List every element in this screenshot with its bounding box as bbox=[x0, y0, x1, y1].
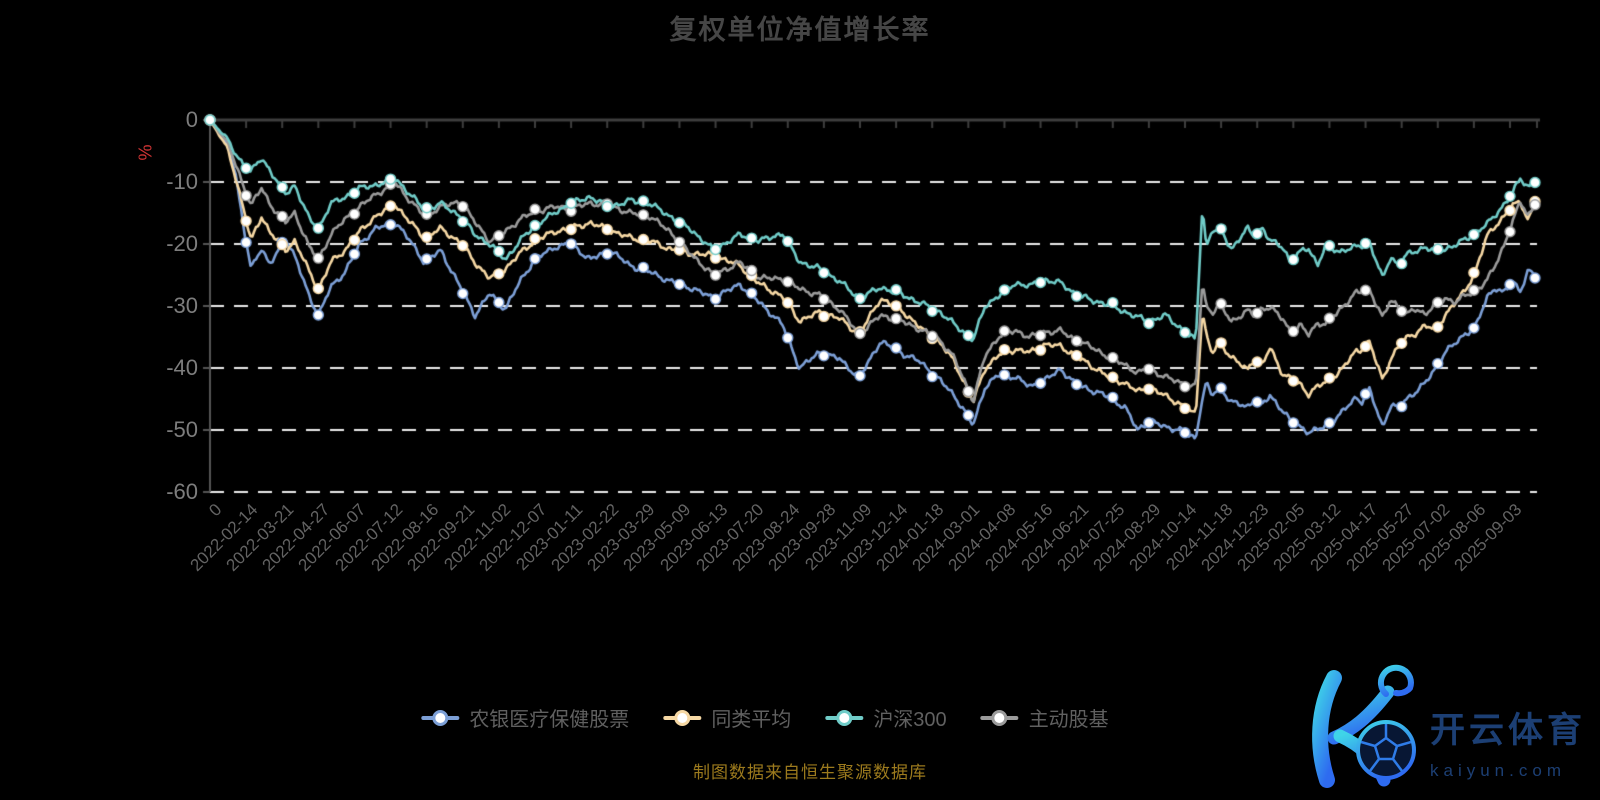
legend-item[interactable]: 沪深300 bbox=[825, 703, 947, 732]
legend-item-label: 同类平均 bbox=[711, 709, 792, 731]
legend-item-label: 沪深300 bbox=[873, 709, 947, 731]
y-tick-label: -30 bbox=[166, 293, 198, 318]
y-tick-label: -20 bbox=[166, 231, 198, 256]
kaiyun-brand-text: 开云体育 kaiyun.com bbox=[1430, 702, 1586, 781]
legend-line-marker-icon bbox=[421, 709, 460, 726]
data-source-caption: 制图数据来自恒生聚源数据库 bbox=[693, 763, 927, 782]
y-tick-label: -50 bbox=[166, 417, 198, 442]
chart-title: 复权单位净值增长率 bbox=[669, 15, 931, 45]
legend-item-label: 农银医疗保健股票 bbox=[469, 709, 630, 731]
y-tick-label: -60 bbox=[166, 479, 198, 504]
y-tick-label: 0 bbox=[185, 107, 198, 132]
legend-item-label: 主动股基 bbox=[1028, 709, 1109, 731]
kaiyun-brand-cn: 开云体育 bbox=[1430, 711, 1587, 750]
legend-item[interactable]: 同类平均 bbox=[663, 703, 791, 732]
legend-line-marker-icon bbox=[663, 709, 702, 726]
legend-line-marker-icon bbox=[825, 709, 864, 726]
legend-line-marker-icon bbox=[980, 709, 1019, 726]
kaiyun-logo: 开云体育 kaiyun.com bbox=[1282, 664, 1598, 796]
y-tick-label: -10 bbox=[166, 169, 198, 194]
legend-item[interactable]: 主动股基 bbox=[980, 703, 1109, 732]
kaiyun-domain-text: kaiyun.com bbox=[1430, 761, 1566, 780]
legend: 农银医疗保健股票 同类平均 沪深300 主动股基 bbox=[421, 703, 1109, 732]
y-tick-label: -40 bbox=[166, 355, 198, 380]
soccer-ball-icon bbox=[1356, 720, 1416, 780]
y-axis-unit: % bbox=[135, 144, 156, 161]
legend-item[interactable]: 农银医疗保健股票 bbox=[421, 703, 629, 732]
kaiyun-monogram-icon bbox=[1312, 664, 1416, 788]
